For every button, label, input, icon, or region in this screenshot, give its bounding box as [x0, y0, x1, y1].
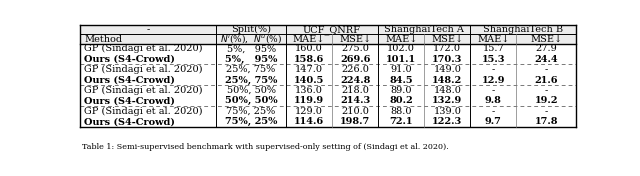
- Text: Ours (S4-Crowd): Ours (S4-Crowd): [84, 117, 175, 126]
- Text: 275.0: 275.0: [341, 44, 369, 53]
- Text: 91.0: 91.0: [390, 65, 412, 74]
- Text: 75%, 25%: 75%, 25%: [227, 107, 276, 116]
- Text: 170.3: 170.3: [432, 55, 463, 64]
- Text: 210.0: 210.0: [341, 107, 369, 116]
- Text: MAE↓: MAE↓: [292, 34, 325, 43]
- Text: 80.2: 80.2: [389, 96, 413, 105]
- Text: 114.6: 114.6: [294, 117, 324, 126]
- Text: 9.7: 9.7: [485, 117, 502, 126]
- Text: MSE↓: MSE↓: [339, 34, 371, 43]
- Text: -: -: [147, 25, 150, 34]
- Text: -: -: [492, 107, 495, 116]
- Text: Ours (S4-Crowd): Ours (S4-Crowd): [84, 96, 175, 105]
- Text: 15.7: 15.7: [483, 44, 504, 53]
- Text: 102.0: 102.0: [387, 44, 415, 53]
- Text: Split(%): Split(%): [231, 25, 271, 34]
- Text: 147.0: 147.0: [295, 65, 323, 74]
- Text: 50%, 50%: 50%, 50%: [225, 96, 277, 105]
- Text: UCF_QNRF: UCF_QNRF: [303, 25, 361, 35]
- Text: 21.6: 21.6: [534, 76, 558, 84]
- Text: 19.2: 19.2: [534, 96, 558, 105]
- Text: Ours (S4-Crowd): Ours (S4-Crowd): [84, 55, 175, 64]
- Text: 27.9: 27.9: [536, 44, 557, 53]
- Text: 149.0: 149.0: [433, 65, 461, 74]
- Text: 9.8: 9.8: [485, 96, 502, 105]
- Text: 136.0: 136.0: [295, 86, 323, 95]
- Text: -: -: [545, 86, 548, 95]
- Text: ShanghaiTech A: ShanghaiTech A: [384, 25, 464, 34]
- Text: 12.9: 12.9: [482, 76, 505, 84]
- Text: 172.0: 172.0: [433, 44, 461, 53]
- Text: $N^l$(%),  $N^u$(%): $N^l$(%), $N^u$(%): [220, 32, 282, 46]
- Text: 148.2: 148.2: [432, 76, 463, 84]
- Text: GP (Sindagi et al. 2020): GP (Sindagi et al. 2020): [84, 65, 202, 74]
- Text: 198.7: 198.7: [340, 117, 370, 126]
- Text: 224.8: 224.8: [340, 76, 370, 84]
- Text: 75%, 25%: 75%, 25%: [225, 117, 277, 126]
- Text: 15.3: 15.3: [482, 55, 505, 64]
- Text: -: -: [492, 86, 495, 95]
- Text: 214.3: 214.3: [340, 96, 370, 105]
- Text: 50%, 50%: 50%, 50%: [227, 86, 276, 95]
- Text: 269.6: 269.6: [340, 55, 370, 64]
- Text: 5%,   95%: 5%, 95%: [227, 44, 276, 53]
- Text: GP (Sindagi et al. 2020): GP (Sindagi et al. 2020): [84, 86, 202, 95]
- Text: -: -: [545, 65, 548, 74]
- Text: 132.9: 132.9: [432, 96, 463, 105]
- Bar: [80, 34, 576, 44]
- Text: -: -: [545, 107, 548, 116]
- Text: 140.5: 140.5: [294, 76, 324, 84]
- Text: 89.0: 89.0: [390, 86, 412, 95]
- Text: 158.6: 158.6: [294, 55, 324, 64]
- Text: 226.0: 226.0: [341, 65, 369, 74]
- Text: 160.0: 160.0: [295, 44, 323, 53]
- Text: 218.0: 218.0: [341, 86, 369, 95]
- Text: MAE↓: MAE↓: [477, 34, 509, 43]
- Text: MSE↓: MSE↓: [530, 34, 563, 43]
- Text: GP (Sindagi et al. 2020): GP (Sindagi et al. 2020): [84, 107, 202, 116]
- Text: 148.0: 148.0: [433, 86, 461, 95]
- Text: 84.5: 84.5: [389, 76, 413, 84]
- Text: -: -: [492, 65, 495, 74]
- Text: 24.4: 24.4: [534, 55, 558, 64]
- Text: 122.3: 122.3: [432, 117, 463, 126]
- Text: 5%,   95%: 5%, 95%: [225, 55, 277, 64]
- Text: ShanghaiTech B: ShanghaiTech B: [483, 25, 563, 34]
- Text: 72.1: 72.1: [389, 117, 413, 126]
- Text: 129.0: 129.0: [295, 107, 323, 116]
- Text: GP (Sindagi et al. 2020): GP (Sindagi et al. 2020): [84, 44, 202, 53]
- Text: 25%, 75%: 25%, 75%: [225, 76, 277, 84]
- Text: 139.0: 139.0: [433, 107, 461, 116]
- Text: Ours (S4-Crowd): Ours (S4-Crowd): [84, 76, 175, 84]
- Text: Table 1: Semi-supervised benchmark with supervised-only setting of (Sindagi et a: Table 1: Semi-supervised benchmark with …: [83, 143, 449, 151]
- Text: 101.1: 101.1: [386, 55, 416, 64]
- Text: MSE↓: MSE↓: [431, 34, 463, 43]
- Text: 25%, 75%: 25%, 75%: [227, 65, 276, 74]
- Text: 119.9: 119.9: [294, 96, 324, 105]
- Text: 88.0: 88.0: [390, 107, 412, 116]
- Text: 17.8: 17.8: [534, 117, 558, 126]
- Text: Method: Method: [84, 34, 122, 43]
- Bar: [80, 25, 576, 34]
- Text: MAE↓: MAE↓: [385, 34, 417, 43]
